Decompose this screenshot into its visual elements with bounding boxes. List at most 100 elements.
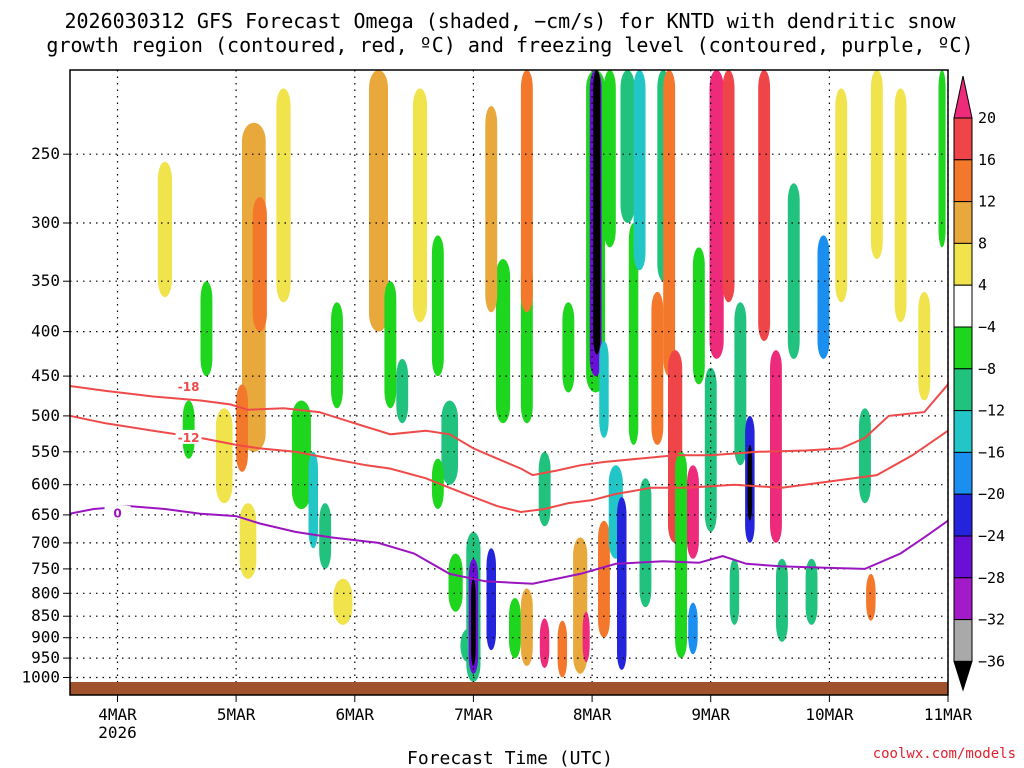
colorbar-bin-13 — [953, 619, 973, 662]
omega-cell-64 — [747, 444, 753, 521]
omega-cell-18 — [431, 235, 444, 377]
colorbar-bin-12 — [953, 577, 973, 621]
colorbar-label-4: 4 — [978, 276, 987, 294]
chart-title-line-2: growth region (contoured, red, ºC) and f… — [46, 33, 973, 57]
omega-cell-45 — [617, 497, 627, 670]
x-tick-label-4: 4MAR — [98, 705, 137, 724]
omega-cell-58 — [692, 247, 705, 385]
colorbar-label-7: −12 — [978, 402, 1005, 420]
colorbar-label-1: 16 — [978, 151, 996, 169]
y-tick-label-800: 800 — [31, 583, 60, 602]
omega-cell-59 — [704, 367, 717, 532]
colorbar-label-12: −32 — [978, 611, 1005, 629]
omega-cell-36 — [562, 302, 575, 393]
y-tick-label-750: 750 — [31, 559, 60, 578]
credit-text: coolwx.com/models — [873, 746, 1016, 762]
colorbar-label-3: 8 — [978, 234, 987, 252]
omega-cell-1 — [182, 400, 195, 459]
omega-cell-42 — [599, 341, 609, 438]
colorbar-label-5: −4 — [978, 318, 996, 336]
omega-cell-16 — [396, 358, 409, 424]
chart-title-line-1: 2026030312 GFS Forecast Omega (shaded, −… — [64, 9, 956, 33]
omega-cell-38 — [582, 611, 590, 663]
omega-cell-56 — [687, 465, 699, 559]
colorbar-bin-11 — [953, 535, 973, 579]
contour-line-0 — [70, 383, 948, 477]
x-tick-label-11: 11MAR — [924, 705, 973, 724]
colorbar-label-9: −20 — [978, 485, 1005, 503]
x-tick-sublabel-4: 2026 — [98, 723, 137, 742]
contour-line-1 — [70, 414, 948, 514]
y-tick-label-1000: 1000 — [21, 668, 60, 687]
y-tick-label-500: 500 — [31, 406, 60, 425]
omega-cell-41 — [593, 70, 601, 355]
colorbar-label-0: 20 — [978, 109, 996, 127]
colorbar-label-6: −8 — [978, 360, 996, 378]
colorbar-label-8: −16 — [978, 443, 1005, 461]
omega-cell-12 — [331, 302, 343, 409]
omega-cell-10 — [308, 451, 318, 549]
x-tick-label-9: 9MAR — [691, 705, 730, 724]
x-tick-label-8: 8MAR — [573, 705, 612, 724]
y-tick-label-600: 600 — [31, 475, 60, 494]
omega-cell-62 — [734, 302, 747, 466]
omega-cell-68 — [776, 558, 788, 642]
colorbar-bin-1 — [953, 117, 973, 161]
omega-cell-15 — [384, 281, 397, 409]
colorbar-bin-3 — [953, 201, 973, 244]
plot-frame — [69, 69, 949, 696]
omega-cell-51 — [651, 291, 664, 445]
omega-cell-55 — [675, 451, 687, 659]
omega-cell-75 — [870, 70, 883, 259]
x-tick-label-5: 5MAR — [217, 705, 256, 724]
omega-cell-3 — [215, 408, 233, 504]
omega-cell-26 — [486, 548, 496, 651]
omega-cell-73 — [859, 408, 871, 504]
omega-cell-76 — [894, 88, 907, 323]
omega-cell-70 — [805, 558, 818, 625]
omega-cell-78 — [938, 70, 946, 248]
omega-cell-71 — [817, 235, 830, 359]
omega-cell-50 — [639, 478, 652, 608]
omega-cell-21 — [448, 553, 463, 612]
omega-cell-27 — [495, 259, 511, 424]
omega-cell-48 — [628, 223, 639, 445]
omega-cell-14 — [369, 70, 388, 332]
omega-cell-69 — [787, 183, 800, 359]
colorbar: 20 16 12 8 4 −4 −8 −12 −16 −20 −24 −28 −32 −36 — [953, 75, 1005, 692]
y-tick-label-350: 350 — [31, 271, 60, 290]
colorbar-bin-0 — [953, 75, 973, 119]
y-tick-label-650: 650 — [31, 505, 60, 524]
omega-cell-35 — [557, 620, 568, 678]
omega-cell-77 — [918, 291, 931, 401]
omega-cell-28 — [485, 106, 498, 313]
colorbar-label-10: −24 — [978, 527, 1005, 545]
y-tick-label-850: 850 — [31, 606, 60, 625]
omega-cell-57 — [688, 602, 698, 655]
contour-line-2 — [70, 505, 948, 585]
y-tick-label-900: 900 — [31, 628, 60, 647]
colorbar-bin-6 — [953, 326, 973, 370]
colorbar-bin-7 — [953, 368, 973, 412]
y-tick-label-250: 250 — [31, 144, 60, 163]
colorbar-bin-2 — [953, 159, 973, 203]
omega-cell-31 — [539, 618, 550, 668]
omega-cell-13 — [333, 578, 353, 625]
contour-label-2: 0 — [113, 507, 121, 521]
colorbar-bin-4 — [953, 242, 973, 286]
omega-cell-66 — [758, 70, 771, 341]
omega-cell-43 — [598, 520, 610, 638]
colorbar-label-11: −28 — [978, 569, 1005, 587]
omega-cell-29 — [509, 598, 521, 659]
omega-cell-5 — [252, 197, 267, 332]
x-tick-label-6: 6MAR — [336, 705, 375, 724]
y-tick-label-450: 450 — [31, 366, 60, 385]
omega-cell-46 — [603, 70, 616, 248]
omega-cell-30 — [520, 588, 533, 666]
omega-cell-8 — [276, 88, 291, 303]
x-tick-label-7: 7MAR — [454, 705, 493, 724]
contour-label-bg-1 — [175, 429, 202, 444]
omega-cell-19 — [441, 400, 458, 485]
